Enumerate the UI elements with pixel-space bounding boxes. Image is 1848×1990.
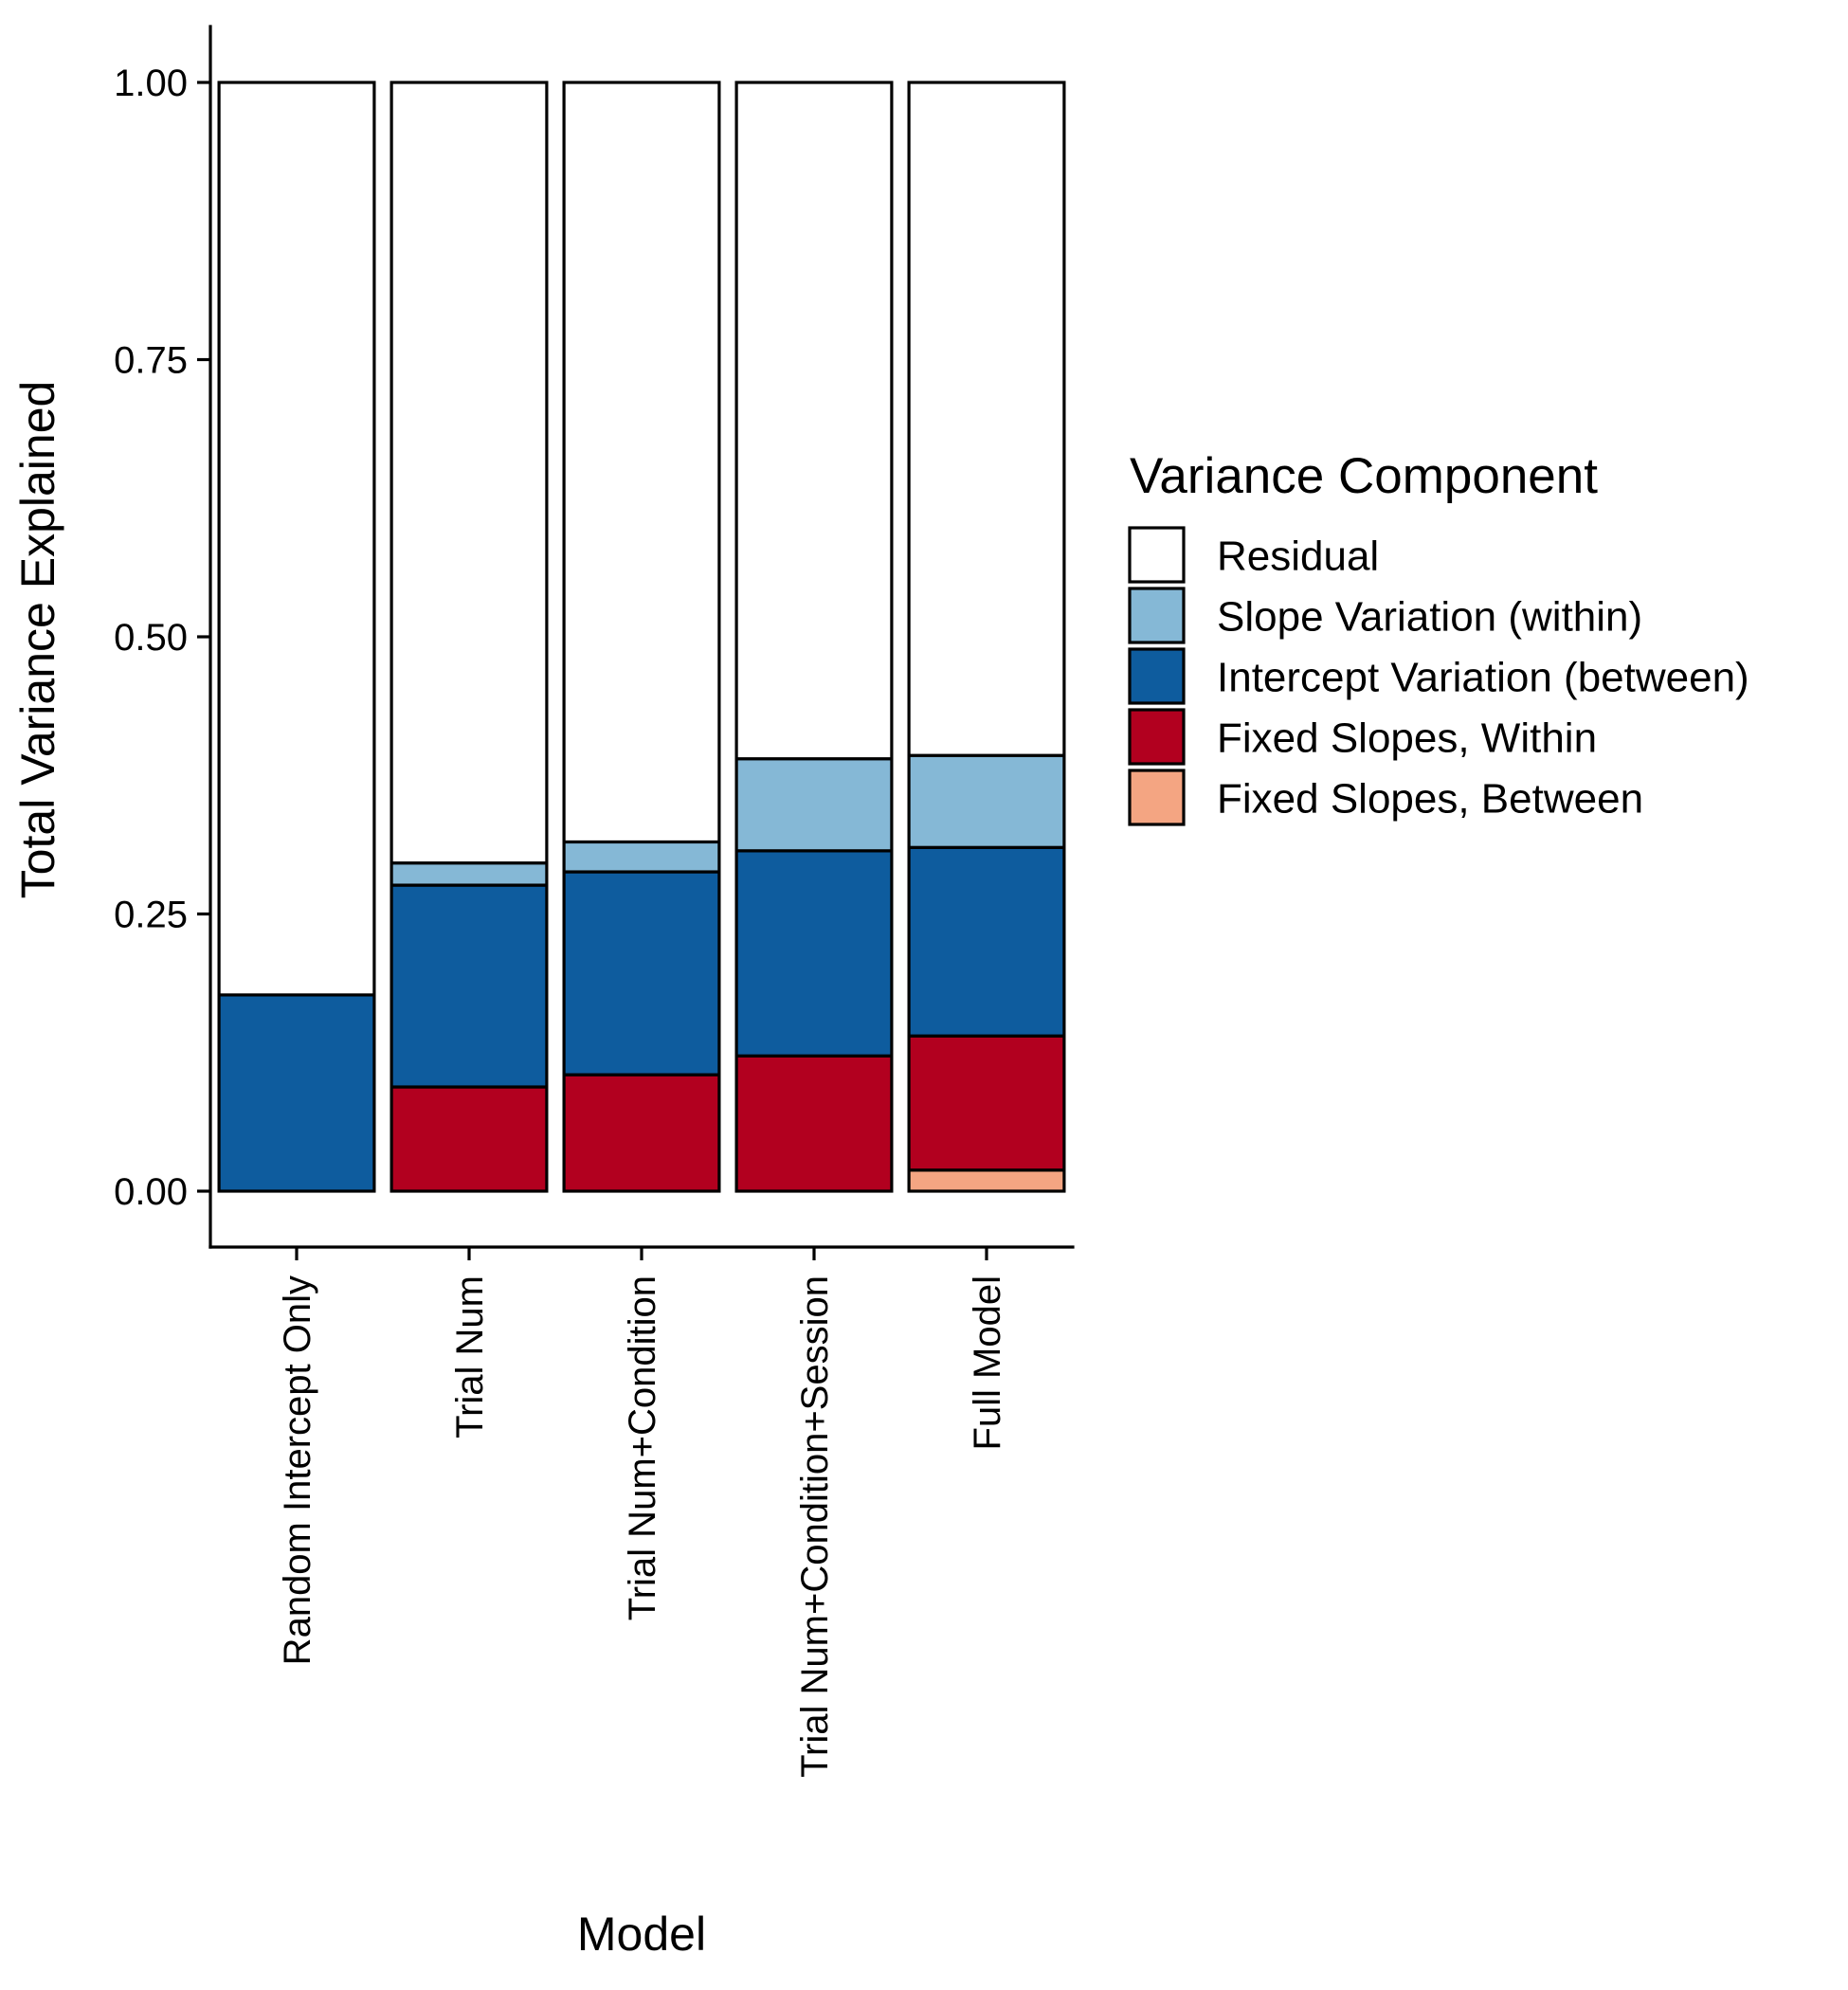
legend-key-residual bbox=[1128, 526, 1186, 584]
y-axis-title: Total Variance Explained bbox=[11, 381, 64, 899]
bar-segment-intercept-variation-between-trial-num bbox=[390, 883, 549, 1089]
x-tick-label: Full Model bbox=[967, 1275, 1008, 1451]
bar-segment-slope-variation-within-trial-num-condition-session bbox=[734, 757, 894, 853]
bar-segment-slope-variation-within-trial-num-condition bbox=[562, 840, 721, 874]
legend-title: Variance Component bbox=[1130, 448, 1598, 504]
bar-segment-intercept-variation-between-trial-num-condition-session bbox=[734, 849, 894, 1058]
bar-segment-residual-full-model bbox=[907, 81, 1066, 757]
legend-key-fixed-slopes-between bbox=[1128, 769, 1186, 826]
bar-segment-residual-random-intercept-only bbox=[217, 81, 376, 997]
legend-key-intercept-variation-between bbox=[1128, 647, 1186, 705]
legend-label-residual: Residual bbox=[1217, 534, 1379, 580]
x-tick-label: Trial Num+Condition bbox=[622, 1275, 663, 1620]
bar-segment-residual-trial-num bbox=[390, 81, 549, 865]
legend-label-intercept-variation-between: Intercept Variation (between) bbox=[1217, 655, 1749, 701]
bar-segment-slope-variation-within-trial-num bbox=[390, 861, 549, 887]
legend-label-slope-variation-within: Slope Variation (within) bbox=[1217, 594, 1642, 641]
legend-items: Residual Slope Variation (within) Intercep… bbox=[1128, 526, 1749, 826]
y-tick-label: 0.50 bbox=[114, 617, 188, 659]
bar-segment-intercept-variation-between-full-model bbox=[907, 845, 1066, 1038]
x-tick-label: Trial Num bbox=[449, 1275, 491, 1438]
bars-layer bbox=[217, 81, 1066, 1193]
legend-key-fixed-slopes-within bbox=[1128, 708, 1186, 766]
y-tick-label: 1.00 bbox=[114, 63, 188, 104]
x-tick-label: Random Intercept Only bbox=[277, 1275, 318, 1665]
legend-key-slope-variation-within bbox=[1128, 587, 1186, 644]
x-axis-title: Model bbox=[577, 1908, 706, 1961]
bar-segment-fixed-slopes-within-full-model bbox=[907, 1034, 1066, 1172]
bar-segment-fixed-slopes-within-trial-num-condition bbox=[562, 1073, 721, 1193]
x-axis-ticks: Random Intercept Only Trial Num Trial Num+… bbox=[277, 1247, 1008, 1778]
bar-segment-intercept-variation-between-random-intercept-only bbox=[217, 993, 376, 1193]
bar-segment-fixed-slopes-within-trial-num bbox=[390, 1085, 549, 1193]
bar-segment-slope-variation-within-full-model bbox=[907, 753, 1066, 849]
bar-segment-residual-trial-num-condition bbox=[562, 81, 721, 844]
bar-segment-fixed-slopes-within-trial-num-condition-session bbox=[734, 1054, 894, 1193]
legend: Variance Component Residual Slope Variati… bbox=[1128, 448, 1749, 826]
bar-segment-fixed-slopes-between-full-model bbox=[907, 1168, 1066, 1193]
y-tick-label: 0.00 bbox=[114, 1171, 188, 1213]
legend-label-fixed-slopes-within: Fixed Slopes, Within bbox=[1217, 715, 1597, 762]
bar-segment-residual-trial-num-condition-session bbox=[734, 81, 894, 761]
legend-label-fixed-slopes-between: Fixed Slopes, Between bbox=[1217, 776, 1643, 823]
x-tick-label: Trial Num+Condition+Session bbox=[794, 1275, 836, 1778]
bar-segment-intercept-variation-between-trial-num-condition bbox=[562, 870, 721, 1076]
y-tick-label: 0.25 bbox=[114, 895, 188, 936]
y-tick-label: 0.75 bbox=[114, 340, 188, 382]
y-axis-ticks: 0.00 0.25 0.50 0.75 1.00 bbox=[114, 63, 210, 1213]
